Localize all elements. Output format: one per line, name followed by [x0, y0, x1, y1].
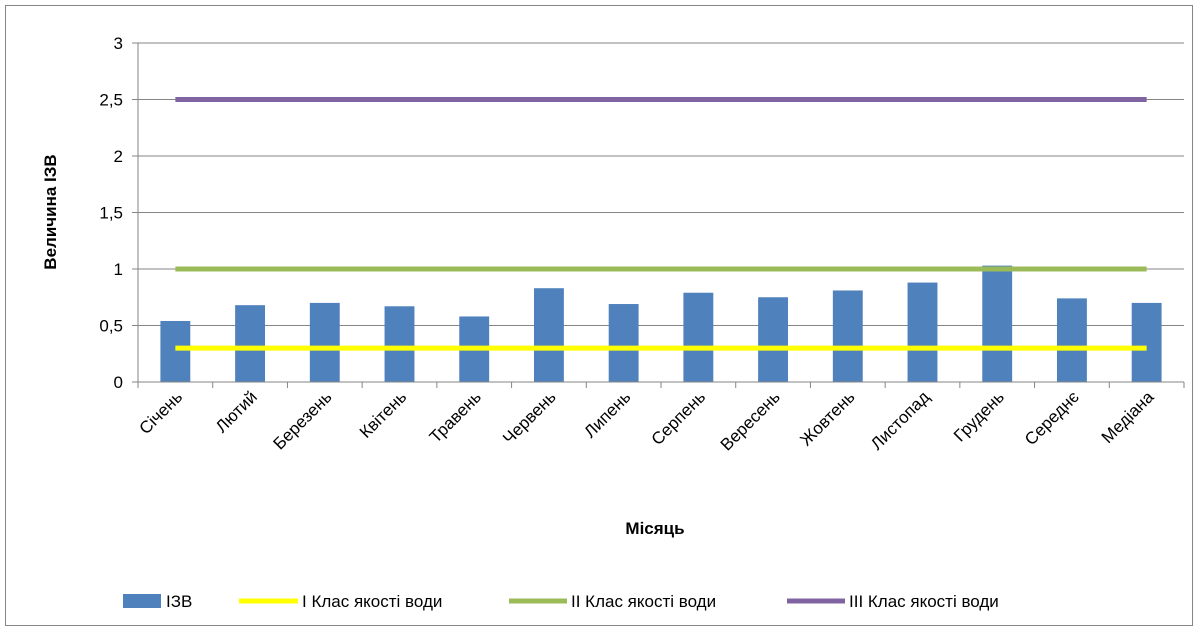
gridlines: [138, 42, 1184, 326]
y-axis-title: Величина ІЗВ: [41, 154, 60, 269]
y-tick-label: 3: [114, 34, 123, 53]
x-tick-labels: Січень Лютий Березень Квітень Травень Червень…: [136, 387, 1158, 454]
legend-item: ІІІ Клас якості води: [787, 592, 999, 611]
legend: ІЗВ І Клас якості води ІІ Клас якості води…: [123, 592, 999, 611]
legend-label: ІІ Клас якості води: [571, 592, 716, 611]
y-tick-label: 1,5: [99, 204, 123, 223]
legend-label: ІІІ Клас якості води: [849, 592, 999, 611]
bar: [533, 288, 564, 382]
legend-item: ІІ Клас якості води: [509, 592, 716, 611]
bar: [683, 292, 714, 382]
legend-label: ІЗВ: [166, 592, 192, 611]
x-axis-title: Місяць: [625, 519, 684, 538]
x-tick-label: Серпень: [648, 387, 710, 449]
x-tick-label: Березень: [270, 387, 336, 453]
bar: [384, 306, 415, 382]
x-tick-label: Вересень: [717, 387, 784, 454]
x-tick-label: Лютий: [212, 387, 261, 436]
bar: [1131, 302, 1162, 382]
bar: [982, 265, 1013, 382]
x-tick-label: Жовтень: [796, 387, 858, 449]
legend-label: І Клас якості води: [302, 592, 442, 611]
x-tick-label: Листопад: [867, 387, 933, 453]
bar: [758, 297, 789, 382]
x-tick-label: Медіана: [1098, 387, 1158, 447]
x-tick-label: Липень: [580, 387, 634, 441]
legend-swatch: [123, 594, 161, 608]
legend-item: ІЗВ: [123, 592, 192, 611]
y-tick-label: 2,5: [99, 91, 123, 110]
bar: [608, 304, 639, 382]
bar: [309, 302, 340, 382]
bar: [235, 305, 266, 382]
bar: [1056, 298, 1087, 382]
x-tick-label: Квітень: [356, 387, 411, 442]
x-tick-label: Середнє: [1021, 387, 1083, 449]
x-tick-label: Грудень: [950, 387, 1008, 445]
y-tick-label: 0,5: [99, 317, 123, 336]
y-tick-label: 0: [114, 373, 123, 392]
bar: [907, 282, 938, 382]
x-tick-label: Січень: [136, 387, 187, 438]
bar: [160, 320, 191, 382]
legend-item: І Клас якості води: [239, 592, 442, 611]
threshold-lines: [175, 97, 1147, 351]
y-tick-labels: 0 0,5 1 1,5 2 2,5 3: [99, 34, 123, 392]
y-tick-label: 1: [114, 260, 123, 279]
axes: [132, 42, 1185, 388]
x-tick-label: Червень: [499, 387, 560, 448]
bars: [160, 265, 1162, 382]
bar: [832, 290, 863, 382]
x-tick-label: Травень: [426, 387, 485, 446]
y-tick-label: 2: [114, 147, 123, 166]
